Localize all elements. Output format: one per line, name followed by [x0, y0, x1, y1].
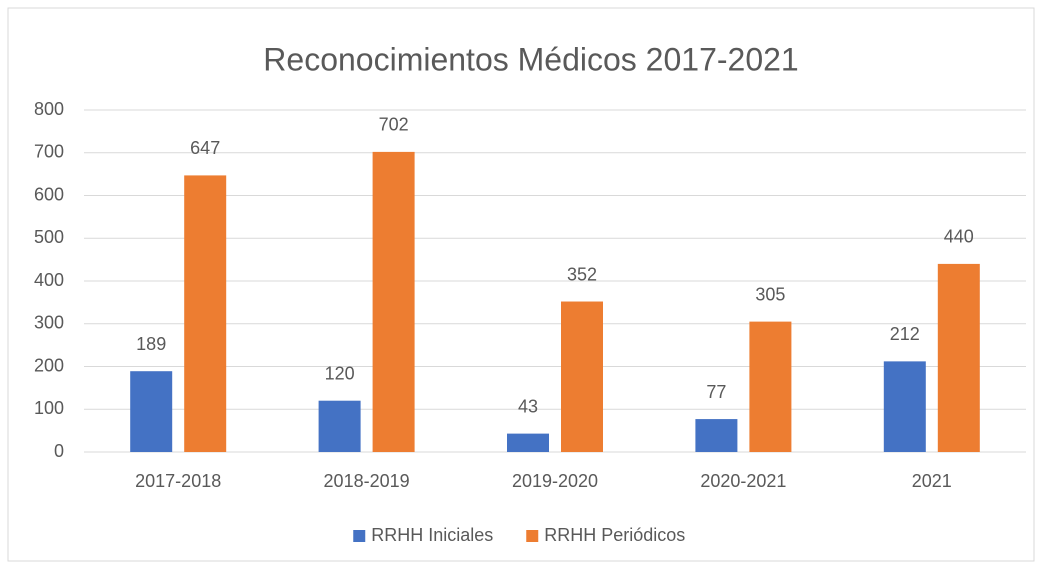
x-tick-label: 2021: [912, 471, 952, 491]
bar: [130, 371, 173, 452]
legend-swatch: [526, 530, 539, 542]
y-tick-label: 200: [34, 355, 64, 375]
data-label: 43: [518, 396, 538, 416]
y-tick-label: 800: [34, 99, 64, 119]
chart-border: [7, 7, 1035, 562]
y-tick-label: 500: [34, 227, 64, 247]
y-tick-label: 400: [34, 270, 64, 290]
x-tick-label: 2018-2019: [324, 471, 410, 491]
x-tick-label: 2019-2020: [512, 471, 598, 491]
data-label: 120: [325, 363, 355, 383]
bar: [184, 175, 227, 452]
data-label: 77: [706, 382, 726, 402]
bar: [318, 400, 361, 452]
y-tick-label: 600: [34, 184, 64, 204]
data-label: 352: [567, 264, 597, 284]
y-tick-label: 300: [34, 313, 64, 333]
bar: [937, 263, 980, 452]
legend-label: RRHH Periódicos: [544, 525, 685, 545]
data-label: 189: [136, 334, 166, 354]
data-label: 212: [890, 324, 920, 344]
data-label: 702: [379, 115, 409, 135]
chart-title: Reconocimientos Médicos 2017-2021: [263, 41, 798, 77]
legend-label: RRHH Iniciales: [371, 525, 493, 545]
bar: [695, 419, 738, 452]
y-tick-label: 100: [34, 398, 64, 418]
data-label: 440: [944, 227, 974, 247]
x-tick-label: 2020-2021: [700, 471, 786, 491]
y-tick-label: 700: [34, 142, 64, 162]
bar: [507, 433, 549, 452]
legend-swatch: [353, 530, 366, 542]
bar: [749, 321, 792, 452]
bar: [372, 151, 415, 452]
bar: [883, 361, 926, 452]
y-tick-label: 0: [54, 441, 64, 461]
x-tick-label: 2017-2018: [135, 471, 221, 491]
data-label: 305: [755, 284, 785, 304]
bar: [561, 301, 603, 452]
data-label: 647: [190, 138, 220, 158]
